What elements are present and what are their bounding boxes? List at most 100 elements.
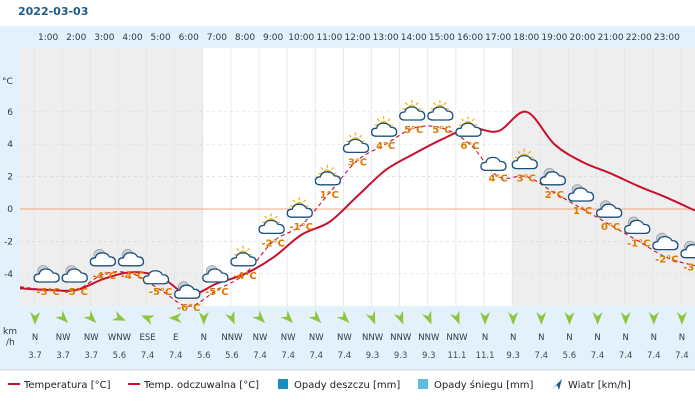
legend-label: Wiatr [km/h] (568, 380, 631, 391)
partly-cloudy-night-icon (567, 184, 595, 202)
hour-label: 15:00 (429, 33, 455, 43)
partly-sunny-icon (230, 245, 257, 267)
wind-direction: NNW (446, 333, 468, 343)
temperature-label: -1°C (627, 238, 650, 249)
partly-cloudy-night-icon (33, 265, 60, 283)
wind-speed: 9.3 (366, 351, 380, 361)
wind-arrow-icon (111, 311, 126, 321)
temperature-label: 6°C (460, 141, 479, 152)
wind-arrow-shape (111, 311, 126, 321)
temperature-label: 5°C (432, 125, 451, 136)
sun-ray (376, 118, 380, 122)
wind-arrow-icon (168, 313, 182, 323)
wind-band (20, 306, 695, 370)
partly-cloudy-night-icon (174, 281, 201, 299)
temperature-label: -5°C (65, 287, 88, 298)
cloud-shape (652, 235, 679, 251)
sun-ray (274, 215, 278, 219)
hour-label: 9:00 (263, 33, 283, 43)
wind-arrow-icon (620, 312, 631, 325)
temperature-label: -6°C (177, 303, 200, 314)
temperature-label: 3°C (517, 174, 536, 185)
wind-arrow-shape (620, 312, 631, 325)
hour-label: 21:00 (598, 33, 624, 43)
wind-direction: NW (253, 333, 268, 343)
temperature-label: 1°C (320, 190, 339, 201)
wind-direction: NW (337, 333, 352, 343)
wind-arrow-shape (480, 312, 491, 325)
cloud-shape (33, 268, 60, 283)
cloud-shape (142, 270, 170, 285)
sun-ray (264, 215, 268, 219)
wind-speed: 9.3 (506, 351, 520, 361)
wind-speed: 9.3 (422, 351, 436, 361)
weather-icons (33, 100, 695, 299)
legend-label: Temperatura [°C] (23, 380, 111, 391)
hour-label: 12:00 (345, 33, 371, 43)
wind-direction: N (623, 333, 629, 343)
wind-speed: 7.4 (338, 351, 352, 361)
temperature-label: 3°C (348, 157, 367, 168)
y-axis: °C 6 4 2 0 -2 -4 (2, 77, 13, 280)
wind-arrow-shape (225, 310, 235, 325)
wind-arrow-shape (676, 312, 687, 325)
cloud-icon (480, 156, 507, 171)
wind-speed: 11.1 (476, 351, 495, 361)
cloud-shape (61, 268, 88, 283)
cloud-shape (342, 138, 370, 154)
wind-direction: N (32, 333, 38, 343)
wind-direction: NW (309, 333, 324, 343)
wind-unit-km: km (3, 327, 17, 337)
wind-speed: 7.4 (141, 351, 155, 361)
wind-speed: 3.7 (28, 351, 42, 361)
y-axis-unit: °C (2, 77, 13, 87)
wind-direction: N (482, 333, 488, 343)
wind-arrow-shape (508, 312, 519, 325)
hour-label: 6:00 (179, 33, 199, 43)
hour-label: 3:00 (94, 33, 114, 43)
sun-ray (517, 150, 521, 154)
cloud-shape (539, 171, 567, 186)
wind-unit-h: /h (6, 338, 15, 348)
wind-speed: 3.7 (85, 351, 99, 361)
wind-direction: N (566, 333, 572, 343)
wind-speed: 7.4 (169, 351, 183, 361)
wind-arrow-icon (592, 312, 603, 325)
legend-label: Opady śniegu [mm] (434, 379, 534, 391)
wind-arrow-icon (564, 312, 575, 325)
wind-arrow-shape (393, 310, 404, 325)
cloud-shape (567, 187, 595, 202)
wind-arrow-icon (508, 312, 519, 325)
wind-arrow-shape (564, 312, 575, 325)
wind-direction: N (201, 333, 207, 343)
hour-label: 22:00 (626, 33, 652, 43)
wind-speed: 7.4 (675, 351, 689, 361)
hour-label: 18:00 (513, 33, 539, 43)
wind-arrow-shape (141, 315, 155, 325)
cloud-shape (370, 122, 398, 137)
cloud-shape (314, 171, 342, 186)
cloud-shape (511, 154, 538, 170)
partly-sunny-icon (511, 148, 538, 170)
left-axis-band (0, 26, 20, 370)
sun-ray (387, 118, 391, 122)
temperature-label: 2°C (545, 190, 564, 201)
sun-ray (461, 118, 465, 122)
wind-speed: 7.4 (535, 351, 549, 361)
temperature-label: -4°C (233, 271, 256, 282)
wind-speed: 11.1 (447, 351, 466, 361)
partly-cloudy-night-icon (652, 232, 679, 251)
hour-header-band (20, 26, 695, 48)
sun-ray (415, 102, 419, 106)
wind-direction: NW (56, 333, 71, 343)
hour-label: 2:00 (66, 33, 86, 43)
wind-arrow-shape (30, 312, 41, 325)
y-tick-label: 2 (7, 173, 13, 183)
legend-box-swatch (278, 379, 288, 389)
legend-box-swatch (418, 379, 428, 389)
sun-ray (236, 247, 240, 252)
wind-speed: 5.6 (113, 351, 127, 361)
sun-ray (443, 102, 447, 106)
partly-cloudy-night-icon (595, 200, 623, 218)
